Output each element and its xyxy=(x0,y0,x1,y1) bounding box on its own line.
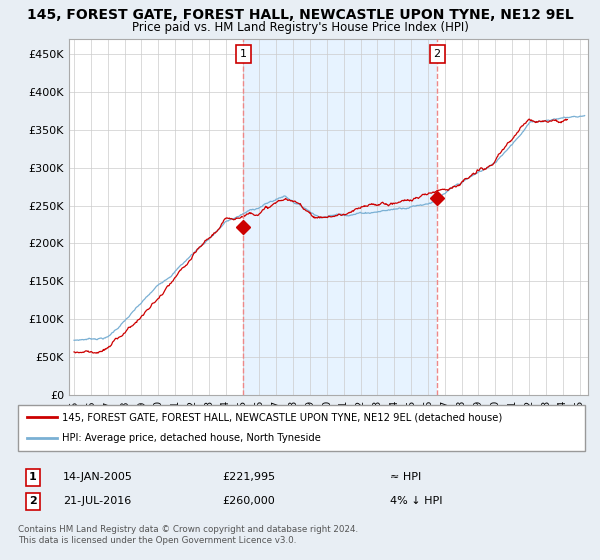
Text: £221,995: £221,995 xyxy=(222,472,275,482)
Text: Price paid vs. HM Land Registry's House Price Index (HPI): Price paid vs. HM Land Registry's House … xyxy=(131,21,469,34)
Text: 145, FOREST GATE, FOREST HALL, NEWCASTLE UPON TYNE, NE12 9EL: 145, FOREST GATE, FOREST HALL, NEWCASTLE… xyxy=(26,8,574,22)
Text: 1: 1 xyxy=(29,472,37,482)
Text: 2: 2 xyxy=(29,496,37,506)
Text: Contains HM Land Registry data © Crown copyright and database right 2024.
This d: Contains HM Land Registry data © Crown c… xyxy=(18,525,358,545)
Text: 4% ↓ HPI: 4% ↓ HPI xyxy=(390,496,443,506)
Text: £260,000: £260,000 xyxy=(222,496,275,506)
Bar xyxy=(243,39,437,395)
Text: 2: 2 xyxy=(434,49,441,59)
Text: 145, FOREST GATE, FOREST HALL, NEWCASTLE UPON TYNE, NE12 9EL (detached house): 145, FOREST GATE, FOREST HALL, NEWCASTLE… xyxy=(62,412,502,422)
Text: 1: 1 xyxy=(240,49,247,59)
Text: HPI: Average price, detached house, North Tyneside: HPI: Average price, detached house, Nort… xyxy=(62,433,320,444)
Text: 14-JAN-2005: 14-JAN-2005 xyxy=(63,472,133,482)
Text: 21-JUL-2016: 21-JUL-2016 xyxy=(63,496,131,506)
Text: ≈ HPI: ≈ HPI xyxy=(390,472,421,482)
